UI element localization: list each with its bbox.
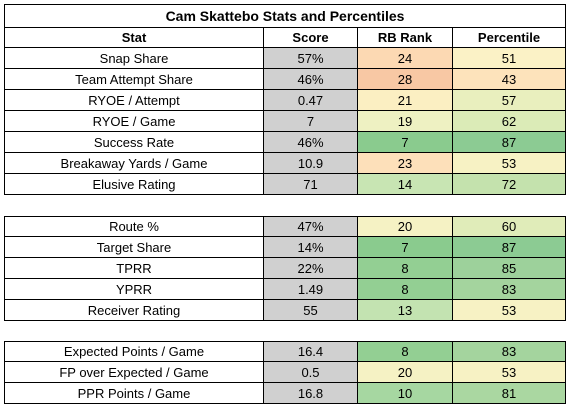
percentile-cell: 53: [453, 362, 566, 383]
rb-rank-cell: 28: [358, 69, 453, 90]
percentile-cell: 83: [453, 279, 566, 300]
header-stat: Stat: [4, 28, 264, 48]
percentile-cell: 53: [453, 300, 566, 321]
stat-label: Breakaway Yards / Game: [4, 153, 264, 174]
percentile-cell: 81: [453, 383, 566, 404]
percentile-cell: 72: [453, 174, 566, 195]
rb-rank-cell: 10: [358, 383, 453, 404]
rb-rank-cell: 20: [358, 216, 453, 237]
stat-label: YPRR: [4, 279, 264, 300]
score-cell: 16.8: [264, 383, 358, 404]
score-cell: 71: [264, 174, 358, 195]
stat-label: RYOE / Game: [4, 111, 264, 132]
rb-rank-cell: 23: [358, 153, 453, 174]
rb-rank-cell: 8: [358, 341, 453, 362]
rb-rank-cell: 7: [358, 132, 453, 153]
score-cell: 16.4: [264, 341, 358, 362]
stat-label: Route %: [4, 216, 264, 237]
score-cell: 1.49: [264, 279, 358, 300]
stat-label: Receiver Rating: [4, 300, 264, 321]
score-cell: 10.9: [264, 153, 358, 174]
stat-label: Elusive Rating: [4, 174, 264, 195]
stat-label: Success Rate: [4, 132, 264, 153]
rb-rank-cell: 7: [358, 237, 453, 258]
percentile-cell: 53: [453, 153, 566, 174]
percentile-cell: 57: [453, 90, 566, 111]
rb-rank-cell: 14: [358, 174, 453, 195]
header-rb-rank: RB Rank: [358, 28, 453, 48]
rb-rank-cell: 19: [358, 111, 453, 132]
score-cell: 0.47: [264, 90, 358, 111]
percentile-cell: 85: [453, 258, 566, 279]
rb-rank-cell: 13: [358, 300, 453, 321]
table-title: Cam Skattebo Stats and Percentiles: [4, 4, 566, 28]
score-cell: 47%: [264, 216, 358, 237]
percentile-cell: 51: [453, 48, 566, 69]
score-cell: 0.5: [264, 362, 358, 383]
score-cell: 55: [264, 300, 358, 321]
rb-rank-cell: 20: [358, 362, 453, 383]
percentile-cell: 83: [453, 341, 566, 362]
percentile-cell: 60: [453, 216, 566, 237]
stat-label: RYOE / Attempt: [4, 90, 264, 111]
score-cell: 22%: [264, 258, 358, 279]
stat-label: FP over Expected / Game: [4, 362, 264, 383]
percentile-cell: 43: [453, 69, 566, 90]
stat-label: Expected Points / Game: [4, 341, 264, 362]
stat-label: PPR Points / Game: [4, 383, 264, 404]
score-cell: 14%: [264, 237, 358, 258]
rb-rank-cell: 8: [358, 258, 453, 279]
header-score: Score: [264, 28, 358, 48]
rb-rank-cell: 8: [358, 279, 453, 300]
percentile-cell: 87: [453, 237, 566, 258]
stat-label: TPRR: [4, 258, 264, 279]
score-cell: 46%: [264, 69, 358, 90]
score-cell: 7: [264, 111, 358, 132]
percentile-cell: 87: [453, 132, 566, 153]
stat-label: Snap Share: [4, 48, 264, 69]
score-cell: 57%: [264, 48, 358, 69]
rb-rank-cell: 24: [358, 48, 453, 69]
stat-label: Target Share: [4, 237, 264, 258]
header-percentile: Percentile: [453, 28, 566, 48]
score-cell: 46%: [264, 132, 358, 153]
stat-label: Team Attempt Share: [4, 69, 264, 90]
rb-rank-cell: 21: [358, 90, 453, 111]
percentile-cell: 62: [453, 111, 566, 132]
